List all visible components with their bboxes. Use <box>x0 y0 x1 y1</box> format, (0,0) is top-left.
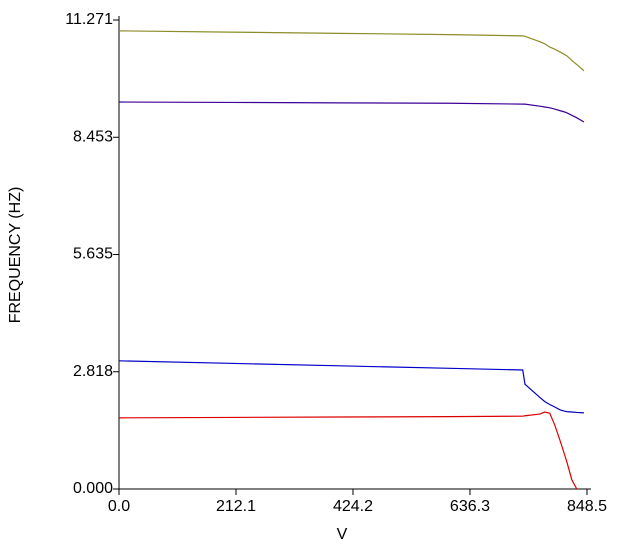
x-tick-label: 424.2 <box>333 498 373 515</box>
series-line <box>118 30 585 72</box>
series-line <box>118 101 585 123</box>
y-tick-label: 0.000 <box>73 480 113 497</box>
x-axis-label: V <box>337 526 348 543</box>
y-tick-label: 11.271 <box>65 11 113 28</box>
x-tick-label: 636.3 <box>450 498 490 515</box>
x-tick-label: 848.5 <box>567 498 607 515</box>
x-tick-label: 212.1 <box>216 498 256 515</box>
y-tick-label: 8.453 <box>73 128 113 145</box>
series-line <box>118 411 578 490</box>
series-line <box>118 360 585 414</box>
y-tick-label: 2.818 <box>73 363 113 380</box>
x-tick-label: 0.0 <box>108 498 130 515</box>
y-axis-label: FREQUENCY (HZ) <box>7 187 24 324</box>
y-tick-label: 5.635 <box>73 246 113 263</box>
